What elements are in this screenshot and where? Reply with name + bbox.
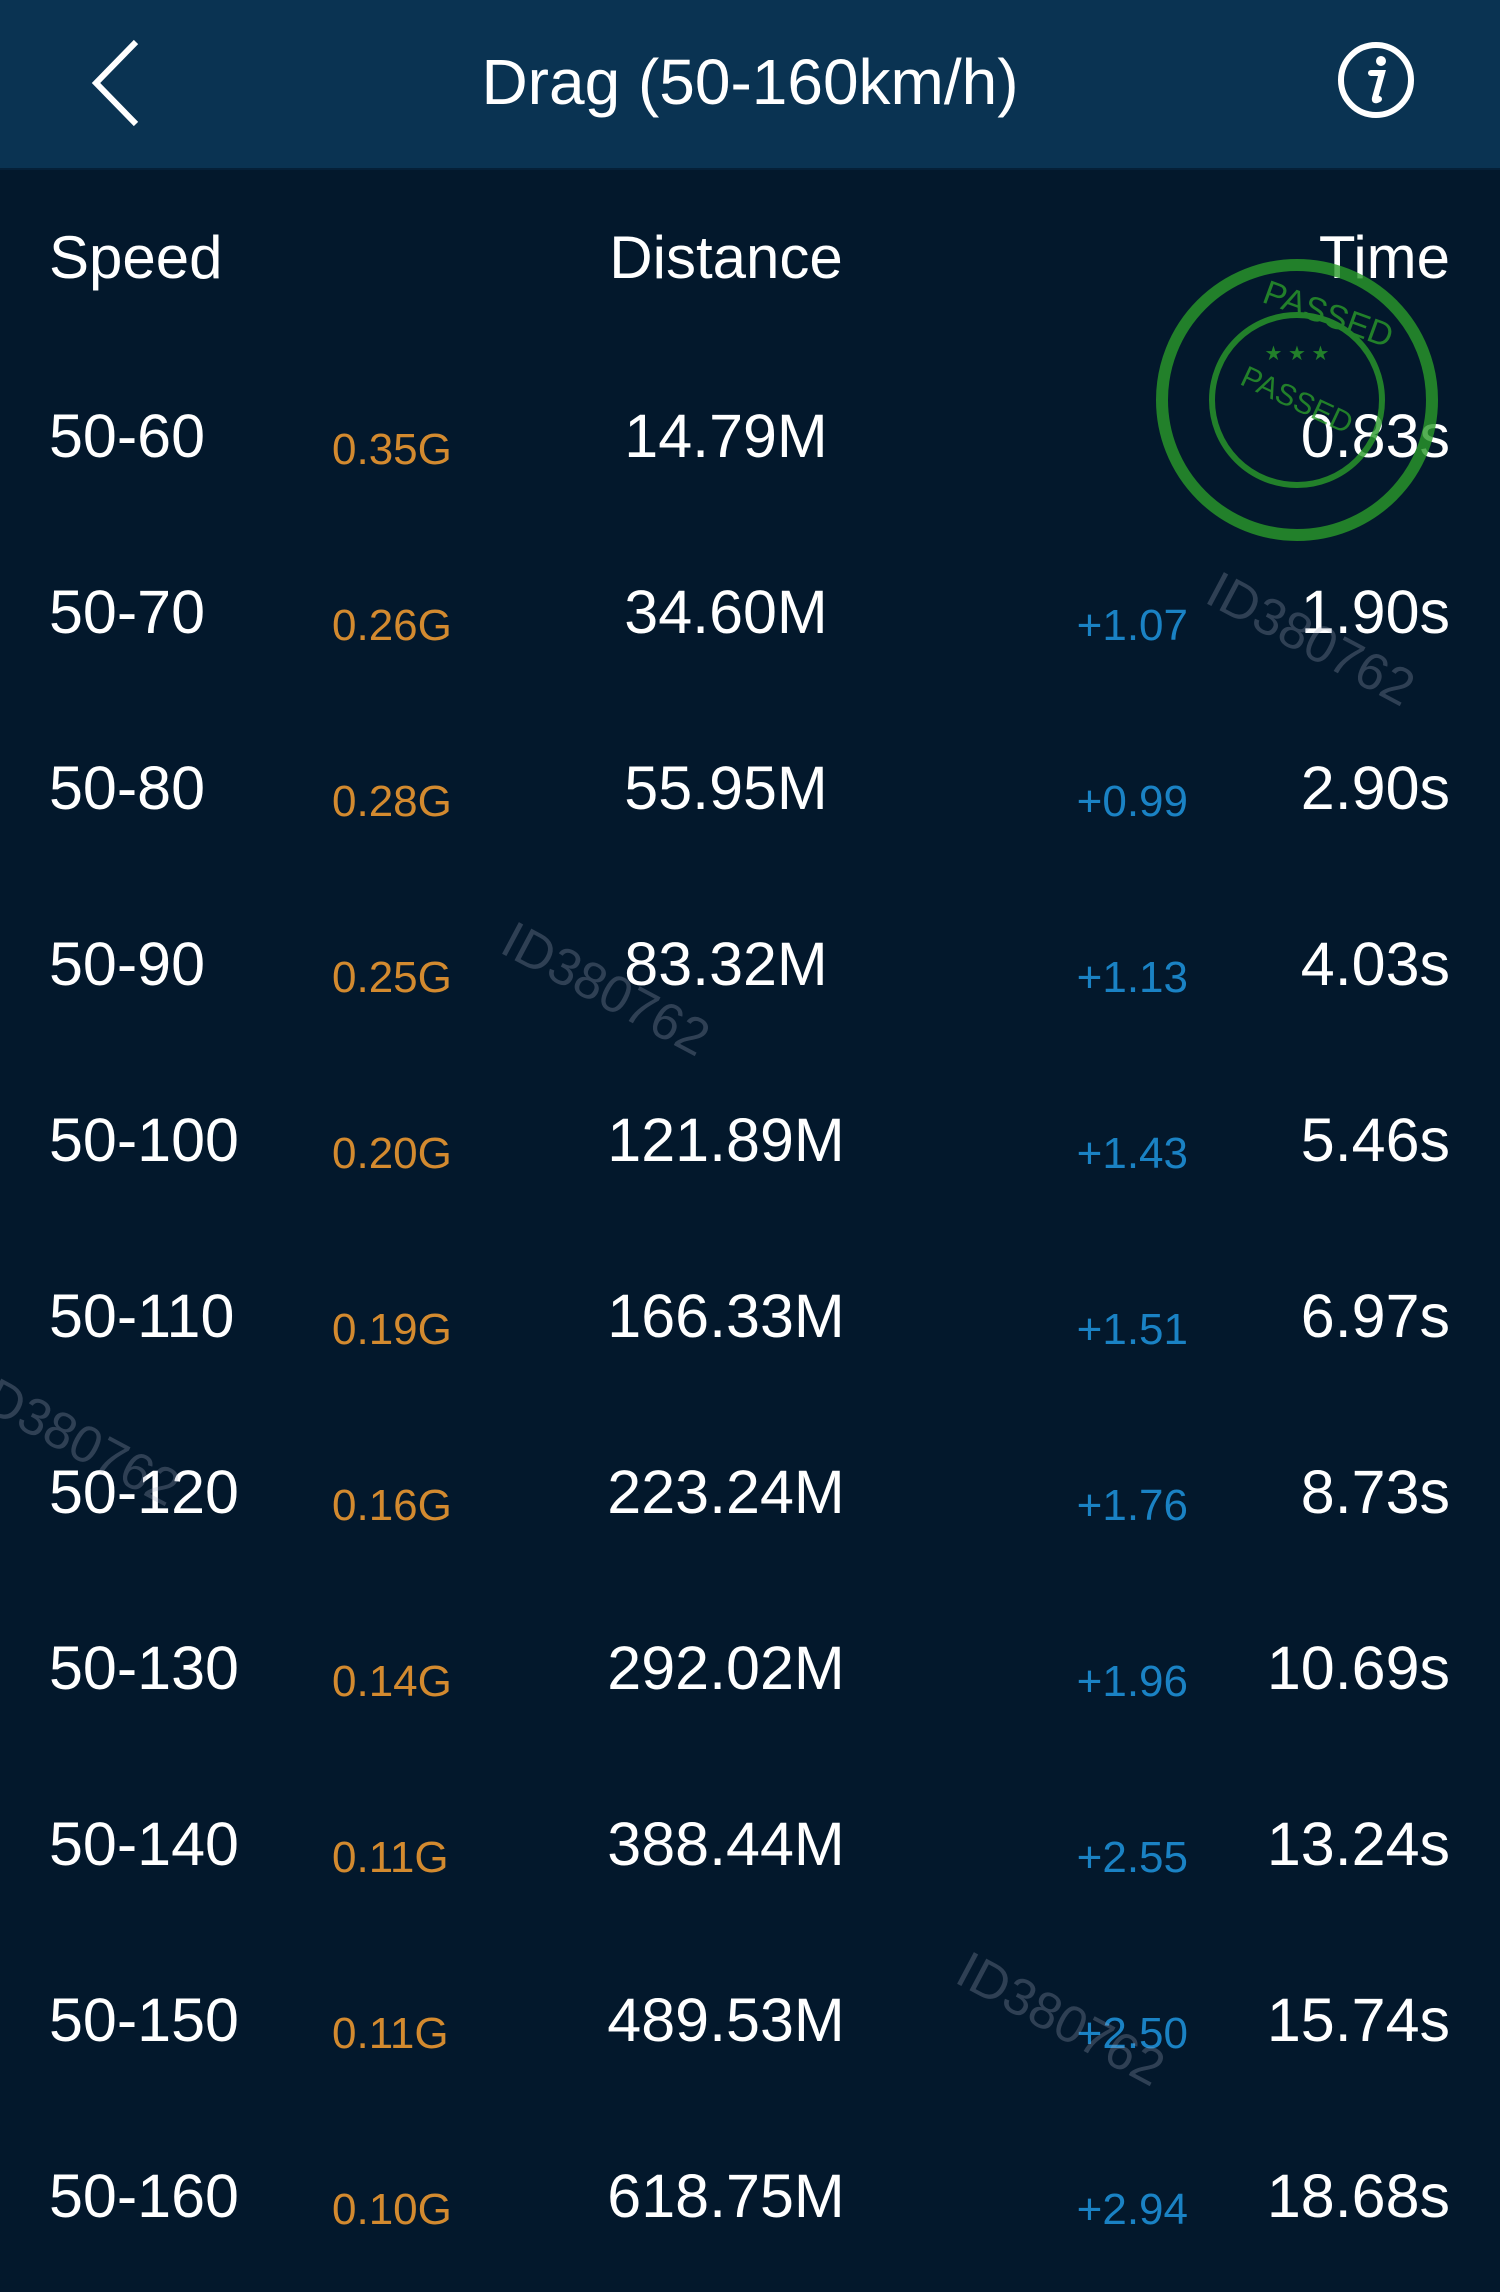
distance-cell: 34.60M [624, 578, 828, 646]
g-force-cell: 0.11G [332, 2009, 449, 2058]
g-force-cell: 0.35G [332, 425, 452, 474]
table-row: 50-130 0.14G 292.02M +1.96 10.69s [0, 1578, 1500, 1754]
distance-cell: 14.79M [624, 402, 828, 470]
info-circle-icon [1338, 42, 1414, 118]
speed-cell: 50-80 [49, 754, 206, 822]
column-header-time: Time [1318, 224, 1450, 291]
delta-cell: +1.96 [1076, 1657, 1188, 1706]
distance-cell: 618.75M [607, 2162, 845, 2230]
time-cell: 18.68s [1266, 2162, 1450, 2230]
table-row: 50-80 0.28G 55.95M +0.99 2.90s [0, 698, 1500, 874]
g-force-cell: 0.16G [332, 1481, 452, 1530]
table-row: 50-160 0.10G 618.75M +2.94 18.68s [0, 2106, 1500, 2282]
table-row: 50-90 0.25G 83.32M +1.13 4.03s [0, 874, 1500, 1050]
time-cell: 5.46s [1300, 1106, 1450, 1174]
speed-cell: 50-140 [49, 1810, 239, 1878]
delta-cell: +2.50 [1076, 2009, 1188, 2058]
column-header-speed: Speed [49, 224, 223, 291]
time-cell: 8.73s [1300, 1458, 1450, 1526]
delta-cell: +2.55 [1076, 1833, 1188, 1882]
table-row: 50-150 0.11G 489.53M +2.50 15.74s [0, 1930, 1500, 2106]
info-button[interactable] [1336, 40, 1416, 120]
back-button[interactable] [88, 38, 148, 128]
speed-cell: 50-160 [49, 2162, 239, 2230]
column-header-distance: Distance [609, 224, 843, 291]
distance-cell: 489.53M [607, 1986, 845, 2054]
table-row: 50-120 0.16G 223.24M +1.76 8.73s [0, 1402, 1500, 1578]
table-row: 50-70 0.26G 34.60M +1.07 1.90s [0, 522, 1500, 698]
g-force-cell: 0.14G [332, 1657, 452, 1706]
delta-cell: +0.99 [1076, 777, 1188, 826]
page-title: Drag (50-160km/h) [481, 46, 1019, 118]
nav-bar: Drag (50-160km/h) [0, 0, 1500, 170]
time-cell: 1.90s [1300, 578, 1450, 646]
distance-cell: 55.95M [624, 754, 828, 822]
delta-cell: +1.43 [1076, 1129, 1188, 1178]
delta-cell: +1.07 [1076, 601, 1188, 650]
time-cell: 6.97s [1300, 1282, 1450, 1350]
delta-cell: +1.51 [1076, 1305, 1188, 1354]
speed-cell: 50-120 [49, 1458, 239, 1526]
g-force-cell: 0.10G [332, 2185, 452, 2234]
g-force-cell: 0.28G [332, 777, 452, 826]
time-cell: 10.69s [1266, 1634, 1450, 1702]
delta-cell: +2.94 [1076, 2185, 1188, 2234]
distance-cell: 166.33M [607, 1282, 845, 1350]
table-row: 50-60 0.35G 14.79M 0.83s [0, 346, 1500, 522]
speed-cell: 50-70 [49, 578, 206, 646]
g-force-cell: 0.26G [332, 601, 452, 650]
distance-cell: 292.02M [607, 1634, 845, 1702]
speed-cell: 50-110 [49, 1282, 235, 1350]
time-cell: 15.74s [1266, 1986, 1450, 2054]
distance-cell: 388.44M [607, 1810, 845, 1878]
g-force-cell: 0.25G [332, 953, 452, 1002]
speed-cell: 50-130 [49, 1634, 239, 1702]
chevron-left-icon [91, 39, 139, 127]
time-cell: 0.83s [1300, 402, 1450, 470]
distance-cell: 121.89M [607, 1106, 845, 1174]
speed-cell: 50-150 [49, 1986, 239, 2054]
delta-cell: +1.13 [1076, 953, 1188, 1002]
speed-cell: 50-100 [49, 1106, 239, 1174]
speed-cell: 50-60 [49, 402, 206, 470]
time-cell: 2.90s [1300, 754, 1450, 822]
table-row: 50-110 0.19G 166.33M +1.51 6.97s [0, 1226, 1500, 1402]
g-force-cell: 0.11G [332, 1833, 449, 1882]
table-row: 50-140 0.11G 388.44M +2.55 13.24s [0, 1754, 1500, 1930]
distance-cell: 83.32M [624, 930, 828, 998]
delta-cell: +1.76 [1076, 1481, 1188, 1530]
g-force-cell: 0.19G [332, 1305, 452, 1354]
distance-cell: 223.24M [607, 1458, 845, 1526]
table-row: 50-100 0.20G 121.89M +1.43 5.46s [0, 1050, 1500, 1226]
time-cell: 13.24s [1266, 1810, 1450, 1878]
g-force-cell: 0.20G [332, 1129, 452, 1178]
speed-cell: 50-90 [49, 930, 206, 998]
time-cell: 4.03s [1300, 930, 1450, 998]
